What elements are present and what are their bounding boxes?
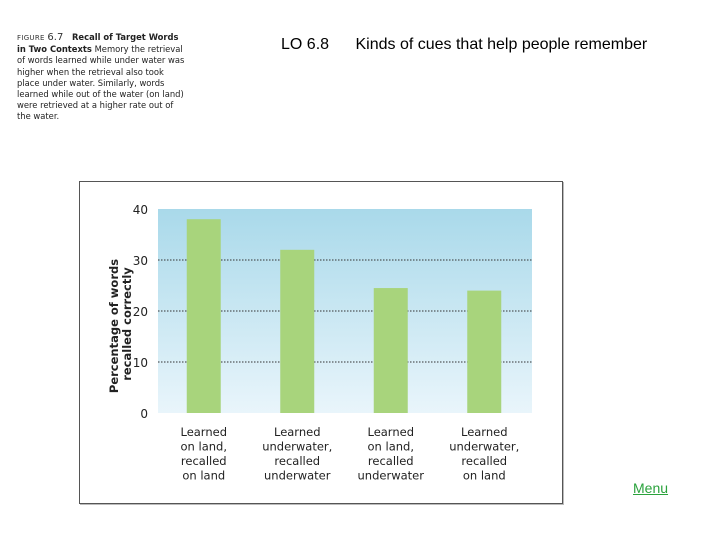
y-tick-label: 0 — [140, 407, 148, 421]
figure-title: Recall of Target Words in Two Contexts — [17, 32, 179, 55]
x-tick-label-line: recalled — [274, 454, 320, 468]
x-tick-label-line: underwater, — [262, 440, 332, 454]
bars — [186, 219, 502, 413]
x-tick-label-line: Learned — [180, 425, 227, 439]
x-tick-label-line: recalled — [461, 454, 507, 468]
slide-title-text: Kinds of cues that help people remember — [355, 36, 648, 53]
figure-caption-body: Memory the retrieval of words learned wh… — [17, 44, 185, 122]
x-tick-label-line: underwater — [264, 469, 331, 483]
y-tick-label: 20 — [133, 305, 148, 319]
y-tick-label: 10 — [133, 356, 148, 370]
x-tick-label-line: on land, — [368, 440, 414, 454]
x-tick-label-line: on land — [463, 469, 506, 483]
x-tick-label-line: underwater — [358, 469, 425, 483]
y-axis-label-line-2: recalled correctly — [120, 267, 134, 381]
x-tick-label-line: underwater, — [449, 440, 519, 454]
figure-number: 6.7 — [47, 32, 64, 43]
x-tick-label-line: recalled — [181, 454, 227, 468]
x-tick-label-line: recalled — [368, 454, 414, 468]
x-tick-label: Learned underwater, recalled underwater — [262, 425, 332, 483]
x-tick-label: Learned on land, recalled underwater — [358, 425, 425, 483]
menu-link[interactable]: Menu — [633, 480, 669, 496]
x-tick-label-line: Learned — [274, 425, 321, 439]
y-tick-label: 30 — [133, 254, 148, 268]
x-tick-label: Learned underwater, recalled on land — [449, 425, 519, 483]
learning-objective-code: LO 6.8 — [281, 36, 330, 53]
y-tick-labels: 0 10 20 30 40 — [133, 203, 148, 421]
x-tick-label: Learned on land, recalled on land — [180, 425, 227, 483]
y-tick-label: 40 — [133, 203, 148, 217]
figure-caption: FIGURE 6.7 Recall of Target Words in Two… — [17, 32, 189, 123]
slide-title: LO 6.8 Kinds of cues that help people re… — [281, 36, 647, 54]
bar-chart-frame: 0 10 20 30 40 Learned on land, recalled on land… — [79, 181, 563, 504]
grid-lines — [158, 259, 532, 363]
y-axis-label: Percentage of words recalled correctly — [107, 255, 134, 393]
x-tick-label-line: on land, — [181, 440, 227, 454]
bar — [467, 290, 502, 413]
x-tick-label-line: Learned — [461, 425, 508, 439]
bar — [186, 219, 221, 413]
bar — [280, 249, 315, 413]
x-tick-label-line: on land — [182, 469, 225, 483]
bar — [373, 288, 408, 413]
x-tick-label-line: Learned — [367, 425, 414, 439]
figure-label: FIGURE — [17, 34, 45, 42]
y-axis-label-line-1: Percentage of words — [107, 259, 121, 393]
